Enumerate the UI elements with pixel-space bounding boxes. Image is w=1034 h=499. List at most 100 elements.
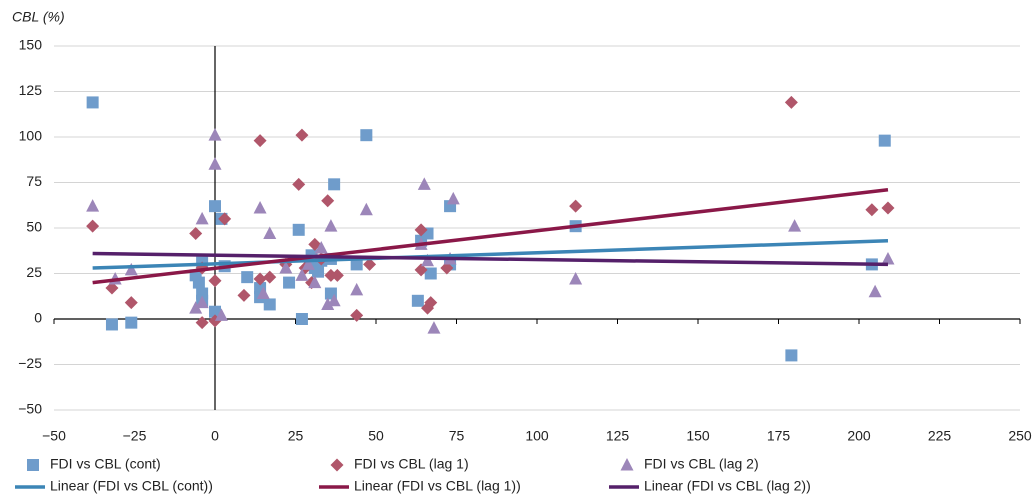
point <box>440 261 454 275</box>
point <box>195 295 209 309</box>
legend-swatch <box>27 459 39 471</box>
legend-label: FDI vs CBL (lag 1) <box>354 456 469 472</box>
point <box>241 271 254 284</box>
point <box>784 95 798 109</box>
point <box>283 276 296 289</box>
point <box>360 129 373 142</box>
point <box>195 316 209 330</box>
legend-swatch <box>330 458 344 472</box>
point <box>189 301 203 314</box>
point <box>209 305 221 318</box>
point <box>569 271 583 285</box>
point <box>881 251 895 265</box>
point <box>321 297 335 310</box>
point <box>253 200 267 214</box>
point <box>417 177 431 190</box>
y-tick-label: 125 <box>19 82 43 98</box>
x-tick-label: 225 <box>928 428 952 444</box>
point <box>414 263 428 277</box>
point <box>330 268 344 282</box>
legend-swatch <box>620 458 634 471</box>
point <box>321 194 335 208</box>
point <box>785 349 798 362</box>
x-tick-label: 200 <box>847 428 871 444</box>
point <box>569 199 583 213</box>
point <box>208 128 222 141</box>
y-tick-label: 0 <box>34 310 42 326</box>
point <box>327 293 341 307</box>
trend-line <box>92 251 889 267</box>
point <box>324 219 338 232</box>
point <box>881 201 895 215</box>
point <box>295 128 309 142</box>
x-tick-label: 100 <box>525 428 549 444</box>
point <box>301 257 315 270</box>
point <box>446 191 460 205</box>
legend-label: FDI vs CBL (lag 2) <box>644 456 759 472</box>
point <box>865 203 879 217</box>
point <box>189 226 203 240</box>
y-tick-label: 50 <box>26 219 42 235</box>
point <box>105 281 119 295</box>
point <box>308 275 322 289</box>
point <box>424 267 437 280</box>
point <box>218 212 232 226</box>
point <box>868 284 882 298</box>
x-tick-label: 0 <box>211 428 219 444</box>
y-tick-label: −50 <box>18 401 42 417</box>
point <box>192 276 205 289</box>
x-tick-label: −50 <box>42 428 66 444</box>
point <box>124 296 138 310</box>
point <box>350 282 364 296</box>
trend-line <box>92 188 889 285</box>
x-tick-label: 150 <box>686 428 710 444</box>
point <box>292 223 305 236</box>
y-tick-label: 150 <box>19 37 43 53</box>
point <box>424 296 438 310</box>
x-tick-label: 175 <box>767 428 791 444</box>
point <box>237 288 251 302</box>
y-axis-label: CBL (%) <box>12 9 65 25</box>
point <box>263 226 277 239</box>
point <box>421 253 435 267</box>
y-tick-label: 75 <box>26 173 42 189</box>
y-tick-label: −25 <box>18 355 42 371</box>
point <box>253 134 267 148</box>
point <box>350 258 363 271</box>
point <box>86 96 99 109</box>
point <box>253 272 267 286</box>
point <box>350 308 364 322</box>
point <box>263 298 276 311</box>
x-tick-label: 250 <box>1008 428 1032 444</box>
point <box>314 241 328 254</box>
point <box>86 199 100 212</box>
point <box>208 274 222 288</box>
point <box>292 177 306 191</box>
x-tick-label: 25 <box>288 428 304 444</box>
point <box>411 294 424 307</box>
legend-label: FDI vs CBL (cont) <box>50 456 161 472</box>
point <box>208 157 222 170</box>
x-tick-label: −25 <box>123 428 147 444</box>
point <box>788 219 802 232</box>
x-tick-label: 50 <box>368 428 384 444</box>
point <box>312 265 325 278</box>
point <box>295 313 308 325</box>
point <box>878 134 891 147</box>
trend-line <box>92 238 889 270</box>
point <box>105 318 118 331</box>
legend-label: Linear (FDI vs CBL (cont)) <box>50 478 213 494</box>
point <box>359 202 373 216</box>
point <box>195 211 209 225</box>
x-tick-label: 75 <box>449 428 465 444</box>
y-tick-label: 100 <box>19 128 43 144</box>
point <box>295 268 309 281</box>
point <box>414 223 428 237</box>
point <box>214 308 228 321</box>
point <box>363 257 377 271</box>
y-tick-label: 25 <box>26 264 42 280</box>
point <box>124 262 138 276</box>
legend-label: Linear (FDI vs CBL (lag 2)) <box>644 478 811 494</box>
point <box>328 178 341 191</box>
